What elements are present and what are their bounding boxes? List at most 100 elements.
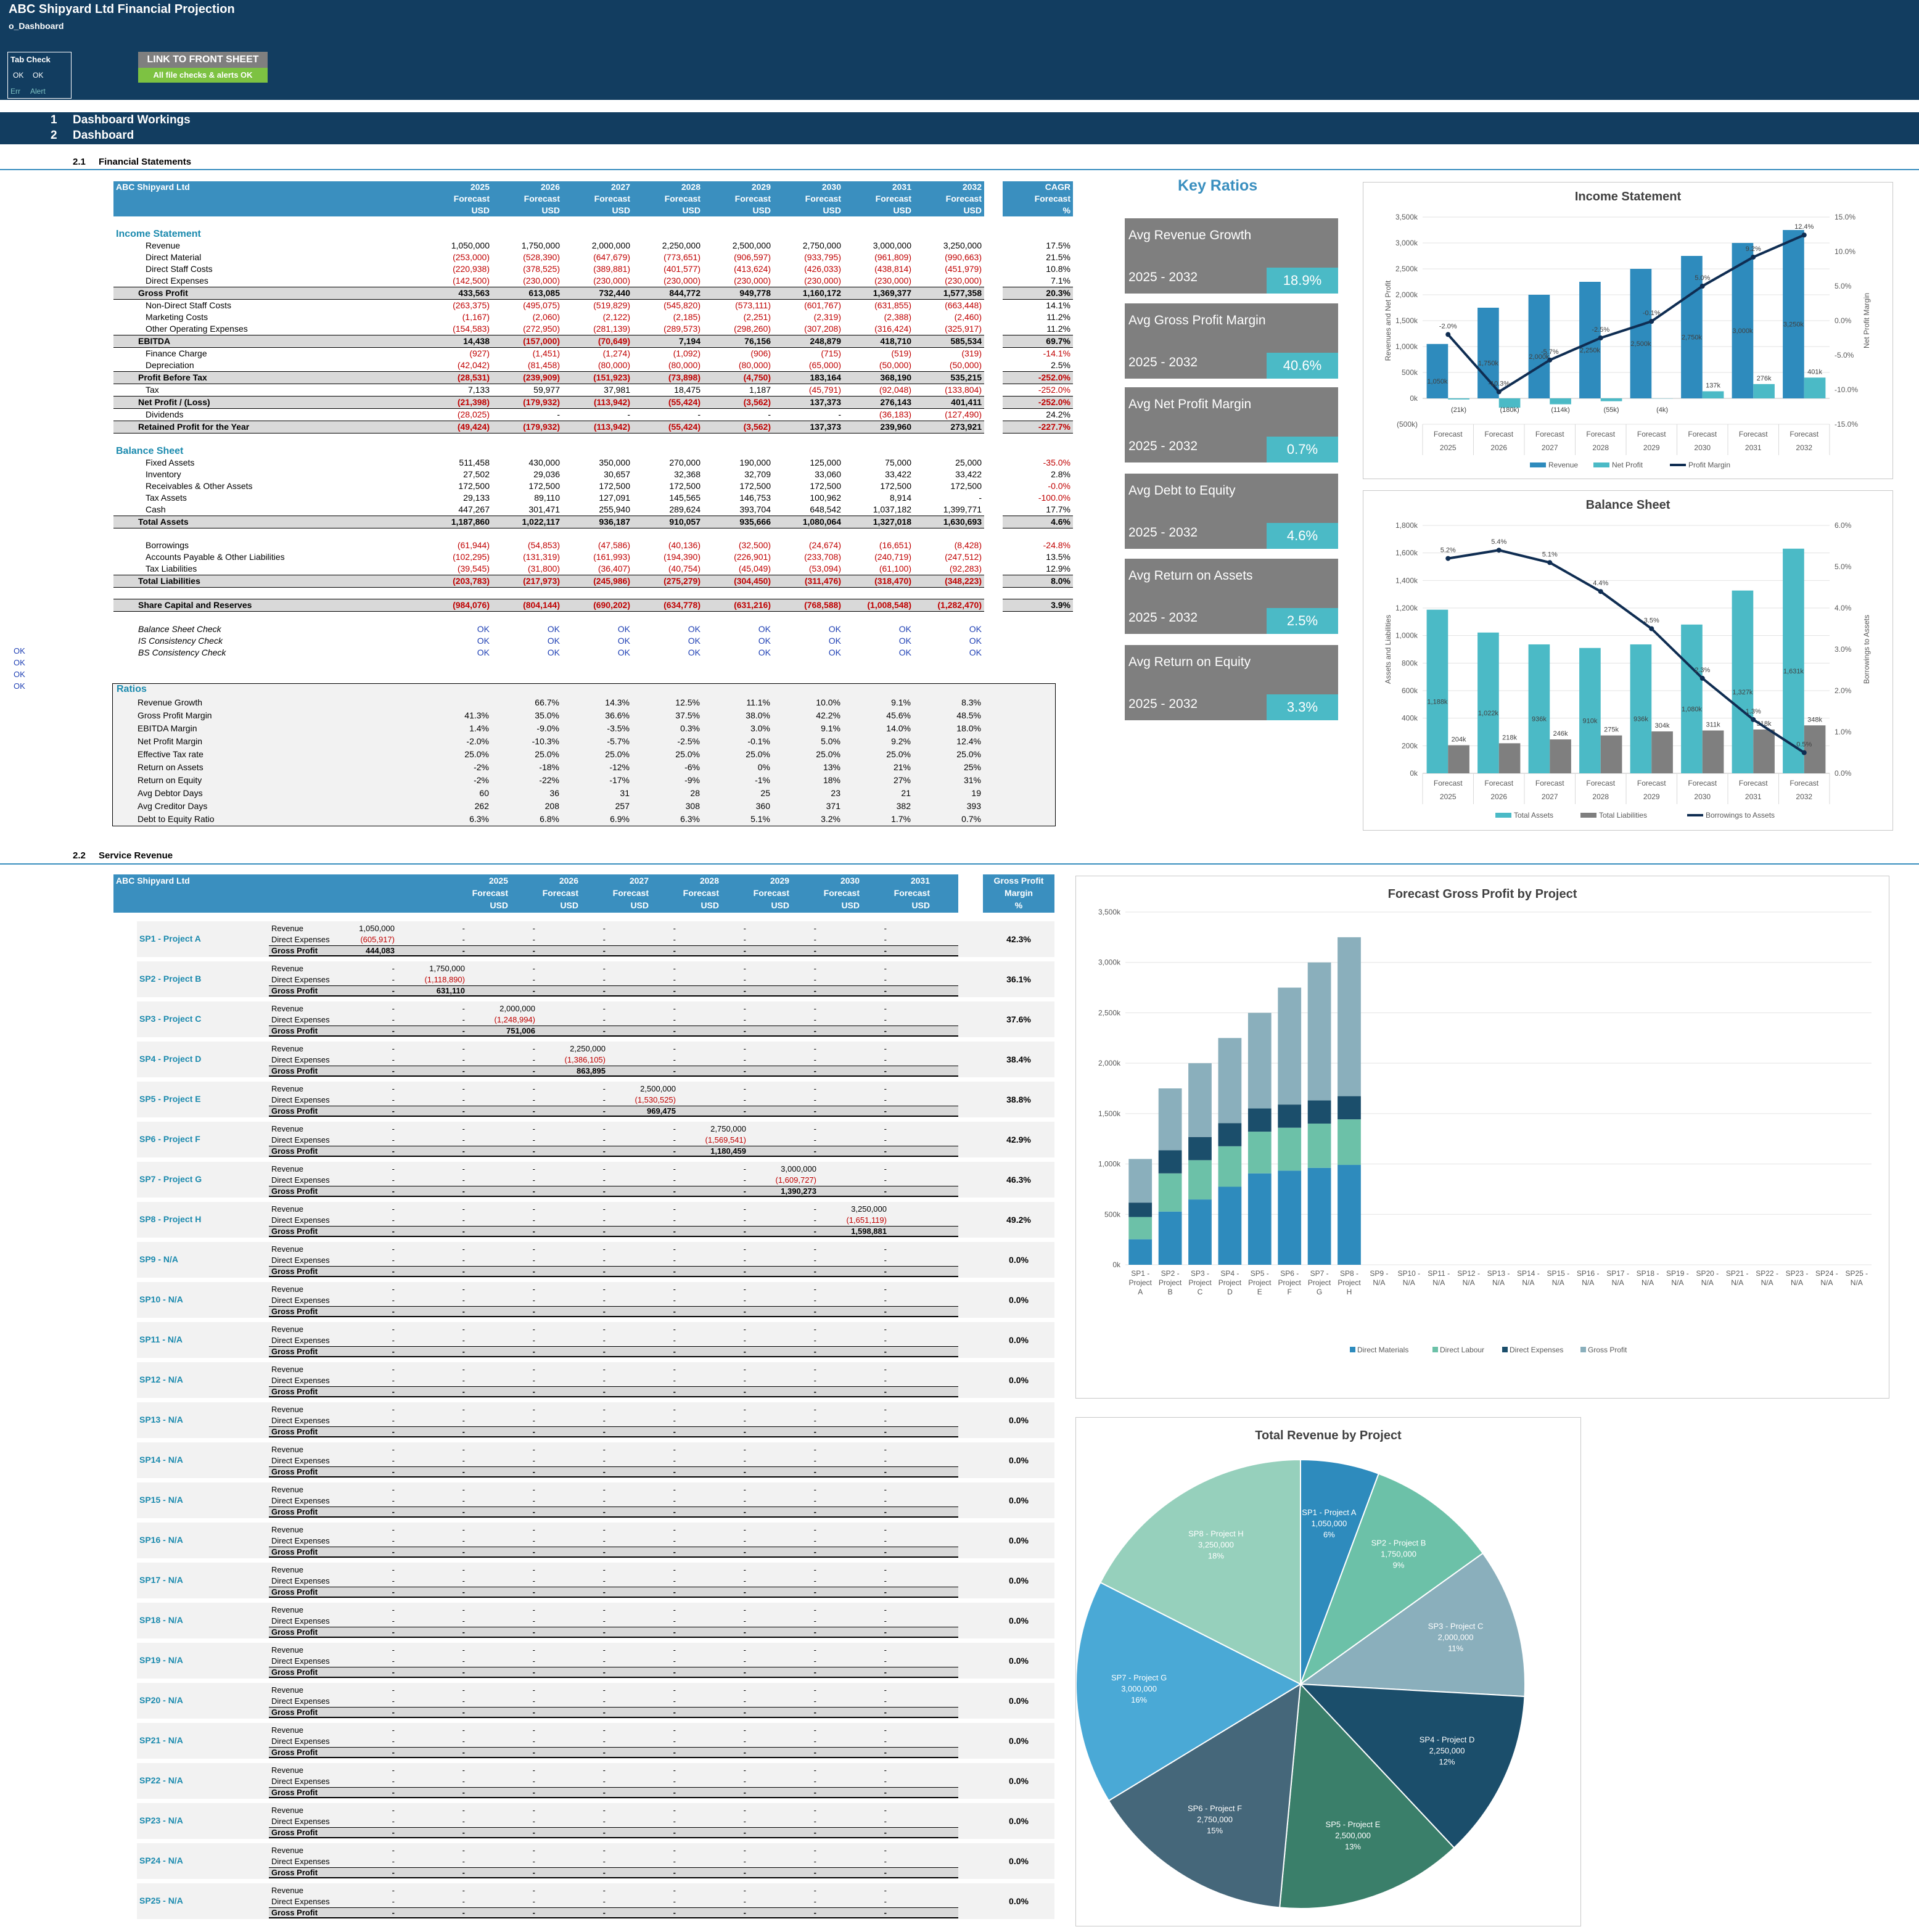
value-cell: 32,368 <box>674 469 701 479</box>
project-value: - <box>462 1667 465 1677</box>
project-value: - <box>532 1347 535 1356</box>
project-value: - <box>813 935 816 944</box>
project-value: - <box>673 1485 676 1494</box>
stack-direct-labour <box>1338 1119 1361 1165</box>
project-value: - <box>743 1547 746 1556</box>
project-value: - <box>602 1645 606 1655</box>
ratio-value: 25 <box>760 788 770 798</box>
project-value: - <box>673 1325 676 1334</box>
value-cell: 1,022,117 <box>492 515 562 528</box>
x-tick-label: SP4 - <box>1220 1269 1239 1278</box>
ratio-value: -0.1% <box>747 736 770 746</box>
project-value: - <box>392 1055 395 1064</box>
project-name: SP25 - N/A <box>139 1896 183 1905</box>
line-label: Gross Profit <box>271 1106 318 1116</box>
project-value: - <box>673 1416 676 1425</box>
check-label: IS Consistency Check <box>138 635 223 646</box>
row-label: Revenue <box>146 240 181 250</box>
project-value: - <box>884 1846 887 1855</box>
line-label: Direct Expenses <box>271 1175 330 1185</box>
line-label: Gross Profit <box>271 1828 318 1837</box>
project-value: - <box>602 1336 606 1345</box>
link-to-front-sheet-button[interactable]: LINK TO FRONT SHEET <box>138 52 268 68</box>
value-cell: (1,092) <box>673 348 701 358</box>
ratio-value: 25.0% <box>675 749 700 759</box>
line-label: Revenue <box>271 964 304 973</box>
project-value: - <box>462 1336 465 1345</box>
project-value: (1,530,525) <box>635 1095 676 1104</box>
line-label: Direct Expenses <box>271 1296 330 1305</box>
ratio-value: 3.2% <box>821 814 840 824</box>
check-value: OK <box>969 635 982 646</box>
project-value: - <box>462 1095 465 1104</box>
line-point <box>1547 357 1553 363</box>
project-value: - <box>602 1685 606 1695</box>
value-cell: 2,250,000 <box>662 240 701 250</box>
y-tick-label: 2,500k <box>1098 1008 1121 1017</box>
line-label: Direct Expenses <box>271 1737 330 1746</box>
x-tick-label: SP19 - <box>1666 1269 1689 1278</box>
data-label: 1,327k <box>1732 689 1753 696</box>
project-value: - <box>392 1347 395 1356</box>
header-row: ABC Shipyard Ltd 2025 2026 2027 2028 2029 2030… <box>113 181 1073 193</box>
project-block: SP1 - Project A Revenue 1,050,000- - - - - - - Di… <box>137 921 1056 957</box>
project-value: - <box>532 1456 535 1465</box>
cagr-cell: 13.5% <box>1046 552 1070 562</box>
nav-link-dashboard[interactable]: Dashboard <box>73 129 134 142</box>
project-value: - <box>602 986 606 995</box>
project-value: - <box>813 1015 816 1024</box>
statement-row: Fixed Assets 511,458 430,000 350,000 270,000… <box>113 457 1073 469</box>
slice-label: 11% <box>1448 1644 1463 1653</box>
project-value: - <box>462 1587 465 1597</box>
value-cell: 18,475 <box>674 385 701 395</box>
value-cell: 172,500 <box>528 480 560 491</box>
project-value: - <box>743 1737 746 1746</box>
project-value: - <box>743 1336 746 1345</box>
line-label: Gross Profit <box>271 1186 318 1196</box>
project-value: - <box>532 1627 535 1637</box>
value-cell: (906,597) <box>734 252 771 262</box>
project-value: - <box>813 1576 816 1585</box>
value-cell: (154,583) <box>453 324 490 334</box>
ratio-value: 12.4% <box>956 736 981 746</box>
line-label: Direct Expenses <box>271 975 330 984</box>
project-value: - <box>884 1055 887 1064</box>
project-name: SP18 - N/A <box>139 1615 183 1625</box>
stack-gross-profit <box>1128 1159 1153 1203</box>
value-cell: (73,898) <box>633 371 703 384</box>
row-label: Fixed Assets <box>146 457 195 467</box>
check-value: OK <box>477 635 490 646</box>
project-value: - <box>532 1485 535 1494</box>
slice-label: 2,000,000 <box>1438 1633 1474 1642</box>
project-value: - <box>462 1576 465 1585</box>
bar-revenue <box>1528 295 1550 398</box>
data-label: 137k <box>1706 382 1720 389</box>
ratio-value: 21 <box>901 788 911 798</box>
slice-label: 2,500,000 <box>1335 1831 1371 1840</box>
value-cell: 183,164 <box>773 371 844 384</box>
stack-direct-labour <box>1278 1127 1302 1171</box>
project-value: - <box>884 964 887 973</box>
project-value: 3,000,000 <box>781 1164 816 1174</box>
value-cell: (220,938) <box>453 264 490 274</box>
project-value: - <box>392 1427 395 1436</box>
nav-link-dashboard-workings[interactable]: Dashboard Workings <box>73 113 191 126</box>
x-tick-label: 2029 <box>1643 792 1660 801</box>
value-cell: (519) <box>891 348 911 358</box>
year-header: 2027 <box>562 181 633 193</box>
ratio-value: 208 <box>544 801 559 811</box>
project-value: - <box>462 1365 465 1374</box>
value-cell: (318,470) <box>844 575 914 588</box>
project-value: - <box>884 1605 887 1614</box>
project-value: - <box>462 1748 465 1757</box>
value-cell: (690,202) <box>562 599 633 612</box>
title-header <box>0 0 1919 100</box>
value-cell: 1,160,172 <box>773 287 844 300</box>
project-value: - <box>884 1868 887 1877</box>
line-label: Revenue <box>271 1605 304 1614</box>
value-cell: (28,025) <box>457 409 490 419</box>
income-statement-svg: (500k)0k500k1,000k1,500k2,000k2,500k3,00… <box>1384 213 1871 469</box>
gross-profit-band <box>269 1667 958 1678</box>
value-cell: (307,208) <box>804 324 841 334</box>
bar-net-profit <box>1753 384 1775 398</box>
